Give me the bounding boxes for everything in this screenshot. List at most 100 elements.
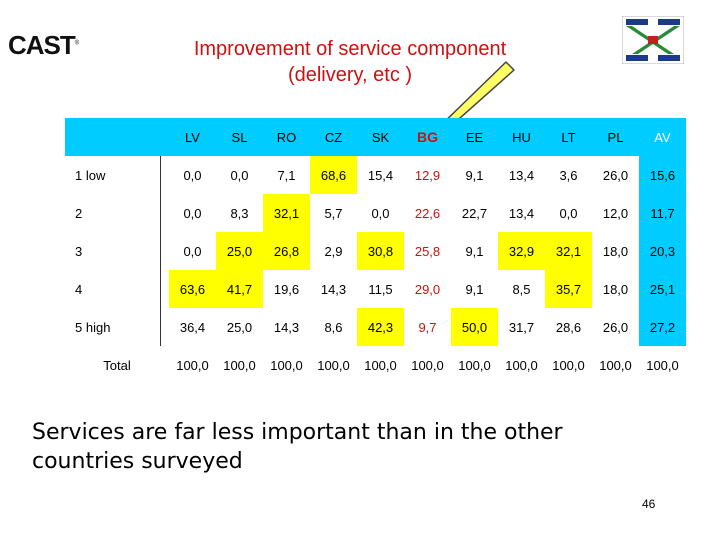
row-label: 3 (75, 243, 83, 259)
table-cell: 9,1 (465, 281, 484, 297)
table-cell: 100,0 (310, 346, 357, 384)
table-cell: 41,7 (216, 270, 263, 308)
table-cell: 100,0 (357, 346, 404, 384)
col-header: LV (169, 118, 216, 156)
table-cell: 68,6 (310, 156, 357, 194)
row-label: 1 low (75, 167, 106, 183)
table-cell: 100,0 (639, 346, 686, 384)
table-cell: 9,1 (465, 243, 484, 259)
col-header: SK (357, 118, 404, 156)
table-cell: 22,7 (461, 205, 488, 221)
col-header: HU (498, 118, 545, 156)
table-row: Total 100,0 100,0 100,0 100,0 100,0 100,0 100,0… (65, 346, 686, 384)
table-cell: 9,1 (465, 167, 484, 183)
table-cell: 42,3 (357, 308, 404, 346)
emblem-logo (622, 16, 684, 64)
col-header-average: AV (639, 118, 686, 156)
table-cell: 0,0 (183, 167, 202, 183)
col-header: CZ (310, 118, 357, 156)
table-cell: 12,9 (414, 167, 441, 183)
table-cell: 25,0 (216, 232, 263, 270)
table-cell: 19,6 (273, 281, 300, 297)
table-row: 5 high 36,4 25,0 14,3 8,6 42,3 9,7 50,0 31,7 28,6… (65, 308, 686, 346)
table-cell: 26,0 (602, 319, 629, 335)
table-cell: 100,0 (498, 346, 545, 384)
table-cell: 63,6 (169, 270, 216, 308)
table-cell: 9,7 (418, 319, 437, 335)
table-cell: 32,1 (545, 232, 592, 270)
table-cell: 0,0 (559, 205, 578, 221)
table-cell: 5,7 (324, 205, 343, 221)
table-cell: 30,8 (357, 232, 404, 270)
table-cell: 25,8 (414, 243, 441, 259)
table-cell: 100,0 (545, 346, 592, 384)
table-cell: 35,7 (545, 270, 592, 308)
col-header: LT (545, 118, 592, 156)
summary-note: Services are far less important than in … (32, 420, 563, 474)
col-header: EE (451, 118, 498, 156)
table-cell: 0,0 (183, 205, 202, 221)
table-cell: 29,0 (414, 281, 441, 297)
table-cell: 100,0 (216, 346, 263, 384)
table-cell: 7,1 (277, 167, 296, 183)
table-header-row: LV SL RO CZ SK BG EE HU LT PL AV (65, 118, 686, 156)
table-cell: 15,6 (639, 156, 686, 194)
table-cell: 100,0 (169, 346, 216, 384)
row-label: 5 high (75, 319, 111, 335)
header-corner (65, 118, 169, 156)
table-cell: 100,0 (592, 346, 639, 384)
table-cell: 25,1 (639, 270, 686, 308)
col-header-highlighted: BG (404, 118, 451, 156)
table-cell: 8,5 (512, 281, 531, 297)
table-cell: 0,0 (371, 205, 390, 221)
table-row: 2 0,0 8,3 32,1 5,7 0,0 22,6 22,7 13,4 0,0 12,0 11,7 (65, 194, 686, 232)
table-cell: 18,0 (602, 243, 629, 259)
col-header: RO (263, 118, 310, 156)
table-cell: 100,0 (451, 346, 498, 384)
table-cell: 8,3 (230, 205, 249, 221)
title-line-1: Improvement of service component (193, 38, 507, 60)
table-row: 1 low 0,0 0,0 7,1 68,6 15,4 12,9 9,1 13,4 3,6 26,0… (65, 156, 686, 194)
title-line-2: (delivery, etc ) (287, 64, 413, 86)
table-cell: 8,6 (324, 319, 343, 335)
table-cell: 27,2 (639, 308, 686, 346)
slide-title: Improvement of service component (delive… (130, 36, 570, 88)
cast-logo: CAST® (8, 30, 79, 60)
table-cell: 3,6 (559, 167, 578, 183)
row-label: 4 (75, 281, 83, 297)
table-cell: 20,3 (639, 232, 686, 270)
table-cell: 36,4 (179, 319, 206, 335)
col-header: SL (216, 118, 263, 156)
table-cell: 25,0 (226, 319, 253, 335)
table-cell: 11,5 (368, 281, 393, 297)
table-cell: 14,3 (273, 319, 300, 335)
table-cell: 0,0 (230, 167, 249, 183)
table-cell: 100,0 (263, 346, 310, 384)
table-cell: 11,7 (639, 194, 686, 232)
col-header: PL (592, 118, 639, 156)
table-row: 3 0,0 25,0 26,8 2,9 30,8 25,8 9,1 32,9 32,1 18,0 20… (65, 232, 686, 270)
table-cell: 26,0 (602, 167, 629, 183)
table-body: 1 low 0,0 0,0 7,1 68,6 15,4 12,9 9,1 13,4 3,6 26,0… (65, 156, 686, 384)
table-cell: 13,4 (508, 167, 535, 183)
table-row: 4 63,6 41,7 19,6 14,3 11,5 29,0 9,1 8,5 35,7 18,0 2… (65, 270, 686, 308)
table-divider (160, 118, 161, 376)
row-label: 2 (75, 205, 83, 221)
table-cell: 100,0 (404, 346, 451, 384)
table-cell: 14,3 (320, 281, 347, 297)
table-cell: 32,1 (263, 194, 310, 232)
table-cell: 22,6 (414, 205, 441, 221)
table-cell: 50,0 (451, 308, 498, 346)
table-cell: 28,6 (555, 319, 582, 335)
row-label: Total (65, 346, 169, 384)
table-cell: 32,9 (498, 232, 545, 270)
page-number: 46 (642, 497, 656, 511)
data-table: LV SL RO CZ SK BG EE HU LT PL AV 1 low 0,… (65, 118, 686, 384)
table-cell: 13,4 (508, 205, 535, 221)
table-cell: 31,7 (508, 319, 535, 335)
table-cell: 12,0 (602, 205, 629, 221)
table-cell: 0,0 (183, 243, 202, 259)
table-cell: 2,9 (324, 243, 343, 259)
table-cell: 26,8 (263, 232, 310, 270)
table-cell: 18,0 (602, 281, 629, 297)
